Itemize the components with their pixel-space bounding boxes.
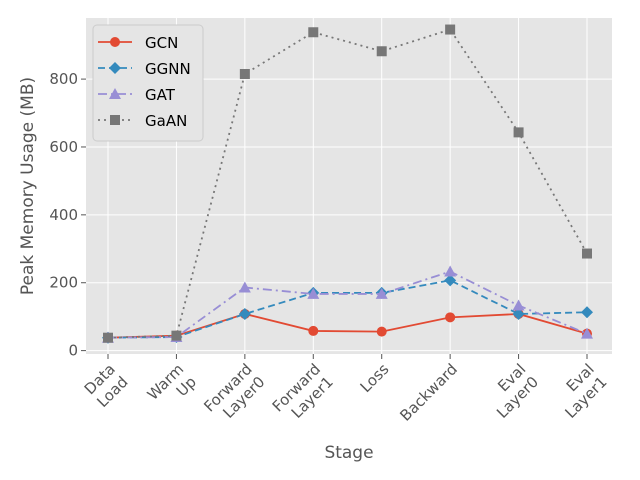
legend-label-gcn: GCN (145, 34, 178, 52)
x-axis-label: Stage (324, 443, 373, 463)
data-point-gaan (445, 24, 456, 35)
data-point-gcn (308, 325, 319, 336)
legend-marker-ggnn (109, 62, 121, 74)
data-point-gat (444, 265, 457, 277)
legend-label-gat: GAT (145, 86, 176, 104)
y-axis-label: Peak Memory Usage (MB) (18, 77, 38, 295)
data-point-gcn (376, 326, 387, 337)
y-tick-label: 0 (68, 342, 78, 360)
x-tick-label-line: Backward (396, 360, 461, 425)
data-point-gat (512, 299, 525, 311)
legend-frame (92, 24, 204, 142)
x-tick-label: Backward (396, 360, 461, 425)
data-point-gat (238, 281, 251, 293)
data-point-ggnn (444, 274, 457, 287)
legend-marker-gaan (110, 115, 120, 125)
legend-item-ggnn: GGNN (98, 60, 191, 78)
legend: GCN GGNN GAT GaAN (92, 24, 204, 142)
data-point-gaan (582, 248, 592, 259)
y-tick-label: 600 (49, 138, 78, 156)
series-group (102, 24, 593, 344)
x-tick-label: EvalLayer0 (480, 360, 542, 422)
series-line-ggnn (107, 279, 588, 339)
x-tick-label-line: Loss (357, 360, 393, 396)
x-axis-ticks: DataLoad WarmUp ForwardLayer0 ForwardLayer1… (81, 354, 611, 428)
y-axis-ticks: 0 200 400 600 800 (49, 70, 86, 360)
data-point-gaan (513, 127, 524, 138)
legend-item-gcn: GCN (98, 34, 178, 52)
legend-item-gaan: GaAN (98, 112, 187, 130)
data-point-gcn (445, 312, 456, 323)
legend-label-gaan: GaAN (145, 112, 187, 130)
data-point-gaan (239, 69, 250, 79)
x-tick-label: DataLoad (81, 360, 132, 411)
data-point-ggnn (581, 306, 593, 319)
y-tick-label: 200 (49, 274, 78, 292)
x-tick-label: Loss (357, 360, 393, 396)
legend-item-gat: GAT (98, 86, 176, 104)
series-gaan (103, 24, 592, 343)
data-point-ggnn (238, 307, 251, 320)
x-tick-label: EvalLayer1 (549, 360, 611, 422)
data-point-gaan (308, 27, 319, 38)
data-point-gaan (171, 330, 182, 341)
series-line-gcn (107, 313, 588, 339)
x-tick-label: ForwardLayer1 (269, 360, 337, 428)
legend-marker-gcn (110, 37, 120, 47)
data-point-ggnn (512, 307, 525, 320)
legend-label-ggnn: GGNN (145, 60, 191, 78)
data-point-gaan (103, 332, 113, 343)
data-point-gat (581, 327, 593, 339)
x-tick-label: ForwardLayer0 (200, 360, 268, 428)
x-tick-label: WarmUp (144, 360, 200, 416)
y-tick-label: 800 (49, 70, 78, 88)
data-point-gat (307, 287, 320, 299)
data-point-gaan (376, 46, 387, 57)
legend-marker-gat (109, 88, 121, 99)
series-line-gat (107, 270, 588, 339)
data-point-gat (375, 287, 388, 299)
y-tick-label: 400 (49, 206, 78, 224)
